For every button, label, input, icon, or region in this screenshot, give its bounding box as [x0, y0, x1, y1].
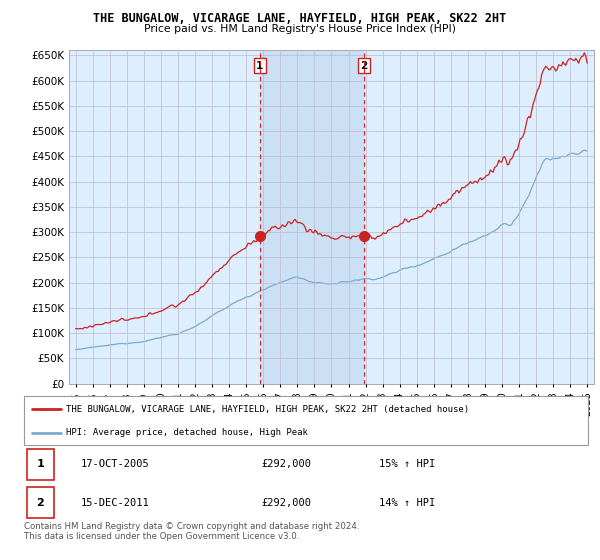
Text: 2: 2 — [361, 60, 368, 71]
Text: 14% ↑ HPI: 14% ↑ HPI — [379, 498, 436, 507]
Text: 17-OCT-2005: 17-OCT-2005 — [80, 459, 149, 469]
FancyBboxPatch shape — [24, 396, 588, 445]
Text: Contains HM Land Registry data © Crown copyright and database right 2024.
This d: Contains HM Land Registry data © Crown c… — [24, 522, 359, 542]
Text: 15% ↑ HPI: 15% ↑ HPI — [379, 459, 436, 469]
Text: £292,000: £292,000 — [261, 498, 311, 507]
Text: Price paid vs. HM Land Registry's House Price Index (HPI): Price paid vs. HM Land Registry's House … — [144, 24, 456, 34]
Bar — [260, 50, 364, 384]
Text: HPI: Average price, detached house, High Peak: HPI: Average price, detached house, High… — [66, 428, 308, 437]
Text: THE BUNGALOW, VICARAGE LANE, HAYFIELD, HIGH PEAK, SK22 2HT: THE BUNGALOW, VICARAGE LANE, HAYFIELD, H… — [94, 12, 506, 25]
Text: 15-DEC-2011: 15-DEC-2011 — [80, 498, 149, 507]
FancyBboxPatch shape — [27, 449, 54, 479]
FancyBboxPatch shape — [27, 487, 54, 518]
Text: THE BUNGALOW, VICARAGE LANE, HAYFIELD, HIGH PEAK, SK22 2HT (detached house): THE BUNGALOW, VICARAGE LANE, HAYFIELD, H… — [66, 405, 469, 414]
Text: 1: 1 — [37, 459, 44, 469]
Text: £292,000: £292,000 — [261, 459, 311, 469]
Text: 2: 2 — [37, 498, 44, 507]
Text: 1: 1 — [256, 60, 263, 71]
